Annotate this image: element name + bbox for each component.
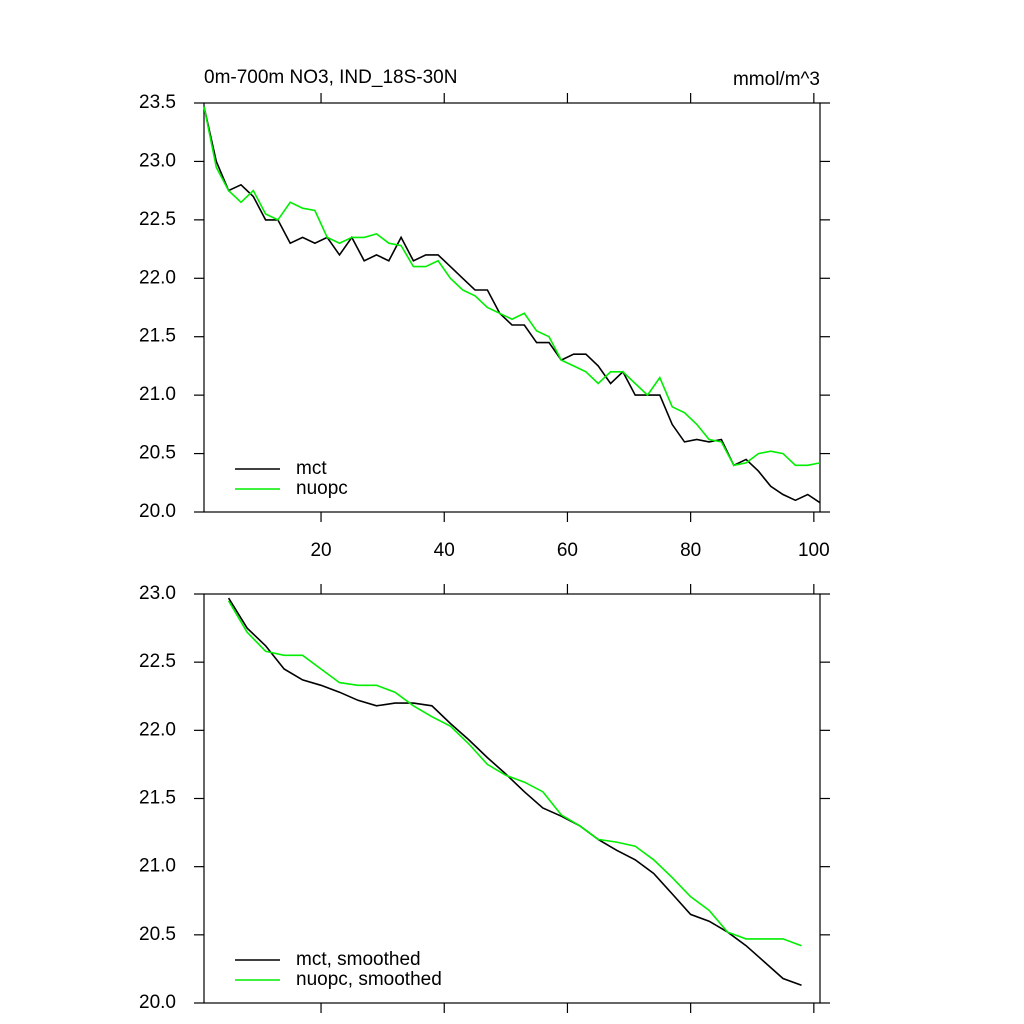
series-line xyxy=(203,106,821,467)
y-tick-label: 23.0 xyxy=(139,150,176,171)
y-tick-label: 22.5 xyxy=(139,209,176,230)
y-tick-label: 21.5 xyxy=(139,788,176,809)
y-tick-label: 20.0 xyxy=(139,992,176,1013)
legend-label: nuopc, smoothed xyxy=(296,969,442,990)
y-tick-label: 23.5 xyxy=(139,92,176,113)
y-tick-label: 20.5 xyxy=(139,443,176,464)
x-tick-label: 40 xyxy=(434,540,455,561)
y-tick-label: 22.0 xyxy=(139,719,176,740)
y-tick-label: 20.0 xyxy=(139,501,176,522)
x-tick-label: 60 xyxy=(557,540,578,561)
legend-label: mct, smoothed xyxy=(296,949,421,970)
y-tick-label: 22.0 xyxy=(139,267,176,288)
series-line xyxy=(227,600,802,947)
y-tick-label: 21.0 xyxy=(139,384,176,405)
series-line xyxy=(227,597,802,987)
series-line xyxy=(203,106,821,504)
legend-label: nuopc xyxy=(296,478,348,499)
chart-title: 0m-700m NO3, IND_18S-30N xyxy=(204,67,457,88)
y-tick-label: 22.5 xyxy=(139,651,176,672)
plot-frame xyxy=(203,102,821,513)
x-tick-label: 20 xyxy=(310,540,331,561)
y-tick-label: 23.0 xyxy=(139,583,176,604)
units-label: mmol/m^3 xyxy=(733,69,820,90)
legend-label: mct xyxy=(296,458,327,479)
x-tick-label: 100 xyxy=(798,540,830,561)
y-tick-label: 20.5 xyxy=(139,924,176,945)
x-tick-label: 80 xyxy=(680,540,701,561)
y-tick-label: 21.0 xyxy=(139,856,176,877)
y-tick-label: 21.5 xyxy=(139,326,176,347)
